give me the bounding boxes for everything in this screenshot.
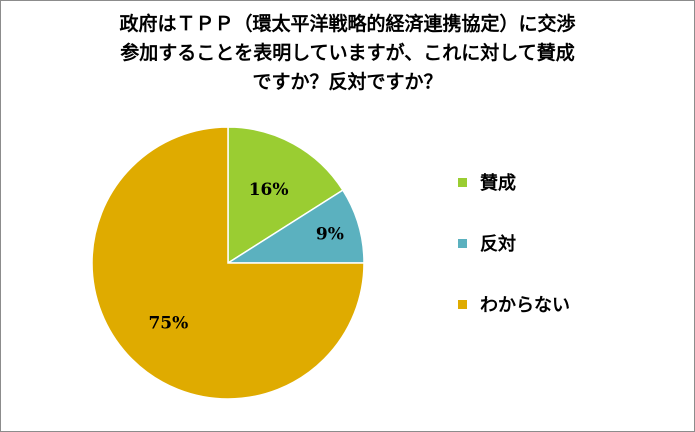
legend-swatch-1: [458, 239, 467, 248]
legend-label-2: わからない: [480, 295, 570, 316]
data-label-1: 9%: [316, 224, 344, 244]
chart-title-line-3: ですか？反対ですか？: [252, 71, 443, 93]
pie-slice-0: [227, 126, 344, 265]
legend-label-0: 賛成: [480, 172, 516, 194]
legend-label-1: 反対: [480, 233, 516, 255]
legend-swatch-0: [458, 178, 467, 187]
chart-title-line-2: 参加することを表明していますが、これに対して賛成: [120, 42, 575, 64]
data-label-0: 16%: [249, 180, 289, 200]
data-label-2: 75%: [148, 314, 188, 334]
pie-slice-2: [91, 126, 365, 400]
legend-swatch-2: [458, 300, 467, 309]
chart-title: 政府はＴＰＰ（環太平洋戦略的経済連携協定）に交渉 参加することを表明していますが…: [40, 10, 655, 97]
chart-title-line-1: 政府はＴＰＰ（環太平洋戦略的経済連携協定）に交渉: [119, 13, 576, 35]
